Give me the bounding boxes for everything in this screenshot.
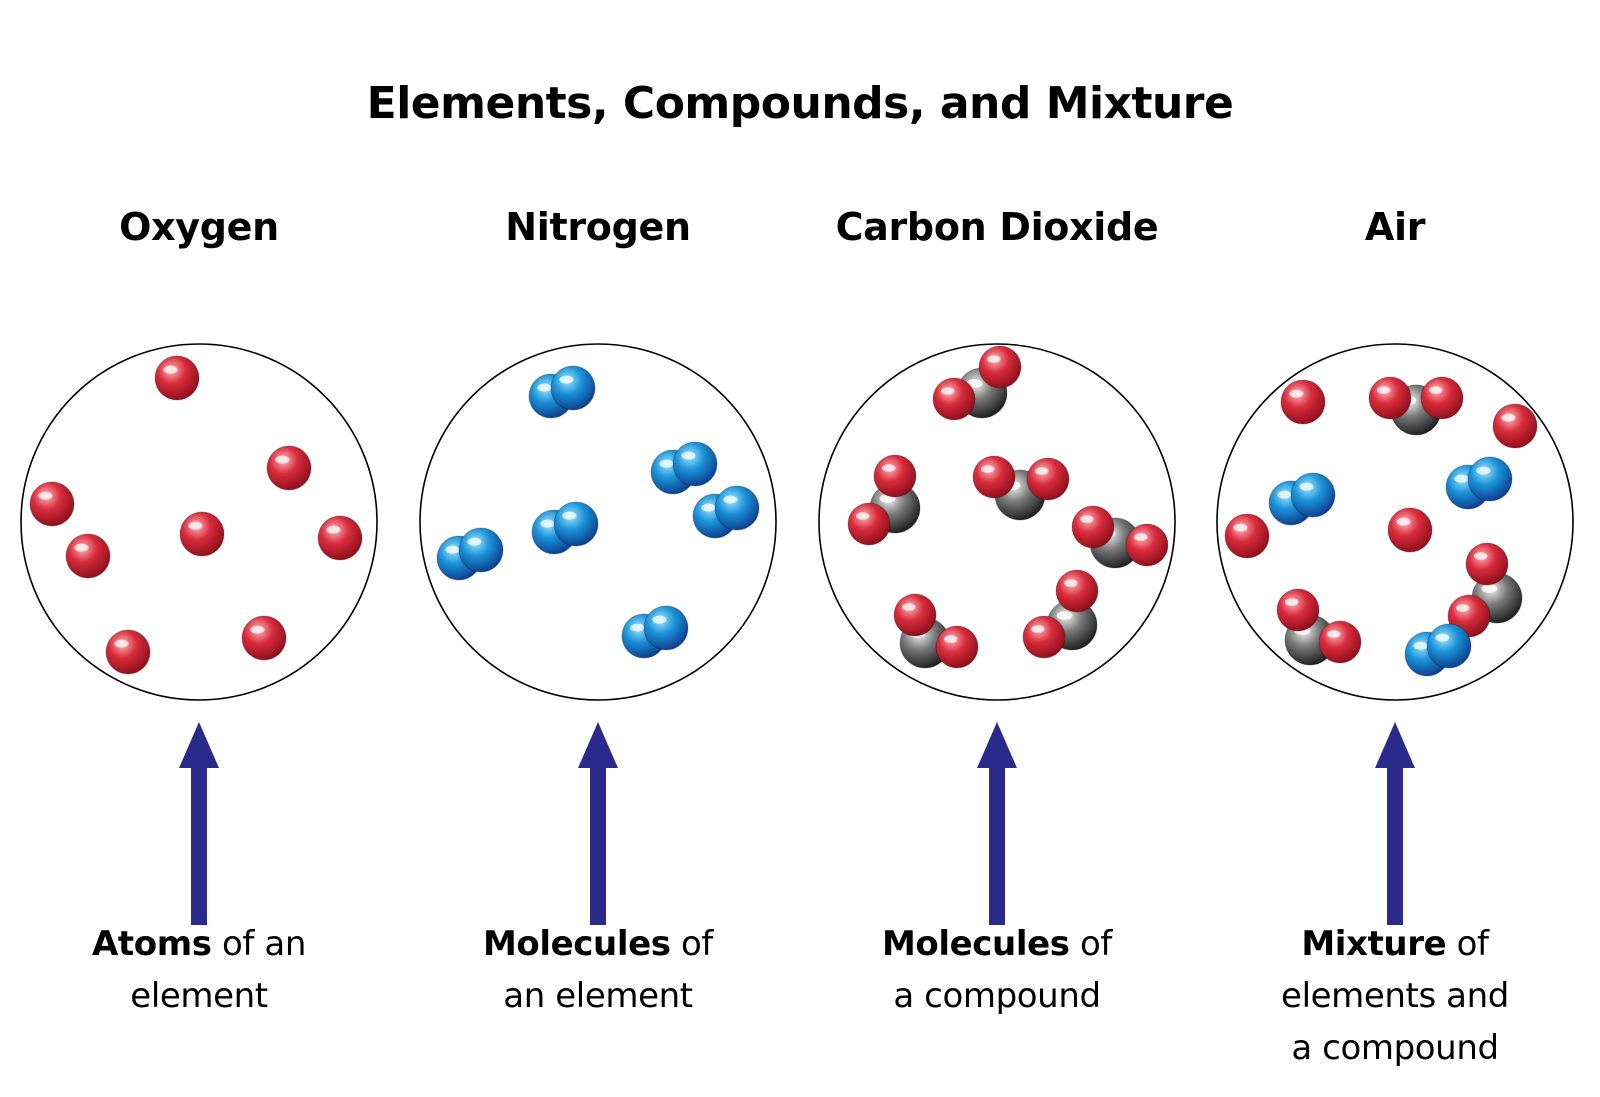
air-oxygen-atom-4: [1387, 507, 1433, 553]
nitrogen-molecule-6-atom-b: [643, 605, 689, 651]
caption-oxygen-rest: of an: [211, 924, 306, 964]
air-nitrogen-molecule-1-atom-b: [1290, 472, 1336, 518]
co2-molecule-1-oxygen-b: [978, 345, 1022, 389]
air-co2-molecule-1-oxygen-a: [1368, 376, 1412, 420]
co2-molecule-6-oxygen-b: [935, 625, 979, 669]
nitrogen-molecule-6: [621, 605, 689, 659]
heading-air: Air: [1364, 205, 1426, 249]
caption-air-rest: of: [1446, 924, 1489, 964]
oxygen-atom-5: [317, 515, 363, 561]
co2-molecule-2-oxygen-b: [847, 502, 891, 546]
caption-nitrogen-rest: of: [670, 924, 713, 964]
air-co2-molecule-3-oxygen-a: [1276, 588, 1320, 632]
caption-nitrogen: Molecules of an element: [418, 918, 778, 1022]
co2-molecule-6-oxygen-a: [893, 593, 937, 637]
heading-oxygen: Oxygen: [119, 205, 279, 249]
caption-nitrogen-line2: an element: [503, 976, 693, 1016]
air-nitrogen-molecule-1: [1268, 472, 1336, 526]
air-co2-molecule-3-oxygen-b: [1318, 620, 1362, 664]
caption-co2-bold: Molecules: [881, 924, 1070, 964]
air-nitrogen-molecule-3-atom-b: [1426, 623, 1472, 669]
co2-molecule-5-oxygen-b: [1022, 615, 1066, 659]
caption-air: Mixture of elements and a compound: [1215, 918, 1575, 1074]
panel-oxygen: [20, 343, 378, 701]
nitrogen-molecule-4-atom-b: [553, 501, 599, 547]
heading-carbon-dioxide: Carbon Dioxide: [835, 205, 1159, 249]
nitrogen-molecule-1-atom-b: [550, 365, 596, 411]
nitrogen-molecule-5-atom-b: [458, 527, 504, 573]
caption-co2-line2: a compound: [893, 976, 1101, 1016]
caption-air-line2: elements and: [1281, 976, 1509, 1016]
co2-molecule-3-oxygen-a: [972, 455, 1016, 499]
panel-nitrogen: [419, 343, 777, 701]
nitrogen-molecule-5: [436, 527, 504, 581]
co2-molecule-1-oxygen-a: [932, 377, 976, 421]
arrow-carbon-dioxide: [977, 722, 1017, 925]
nitrogen-molecule-2: [650, 441, 718, 495]
nitrogen-molecule-4: [531, 501, 599, 555]
air-nitrogen-molecule-3: [1404, 623, 1472, 677]
air-co2-molecule-1: [1368, 376, 1464, 436]
nitrogen-molecule-1: [528, 365, 596, 419]
air-co2-molecule-2-oxygen-a: [1465, 542, 1509, 586]
caption-carbon-dioxide: Molecules of a compound: [817, 918, 1177, 1022]
oxygen-atom-4: [179, 511, 225, 557]
panel-air: [1216, 343, 1574, 701]
arrow-air: [1375, 722, 1415, 925]
oxygen-atom-3: [29, 481, 75, 527]
heading-nitrogen: Nitrogen: [505, 205, 691, 249]
air-co2-molecule-1-oxygen-b: [1420, 376, 1464, 420]
co2-molecule-4: [1071, 505, 1169, 569]
caption-oxygen: Atoms of an element: [19, 918, 379, 1022]
arrow-oxygen: [179, 722, 219, 925]
co2-molecule-4-oxygen-b: [1125, 523, 1169, 567]
nitrogen-molecule-3-atom-b: [714, 485, 760, 531]
nitrogen-molecule-3: [692, 485, 760, 539]
co2-molecule-5: [1022, 569, 1099, 659]
oxygen-atom-6: [65, 533, 111, 579]
page-title: Elements, Compounds, and Mixture: [366, 78, 1234, 129]
caption-air-bold: Mixture: [1301, 924, 1447, 964]
oxygen-atom-7: [241, 615, 287, 661]
caption-oxygen-bold: Atoms: [92, 924, 212, 964]
arrow-nitrogen: [578, 722, 618, 925]
air-co2-molecule-3: [1276, 588, 1362, 666]
air-oxygen-atom-3: [1224, 513, 1270, 559]
co2-molecule-1: [932, 345, 1022, 421]
oxygen-atom-8: [105, 629, 151, 675]
co2-molecule-4-oxygen-a: [1071, 505, 1115, 549]
oxygen-atom-1: [154, 355, 200, 401]
container-circle-nitrogen: [419, 343, 777, 701]
air-oxygen-atom-1: [1280, 379, 1326, 425]
caption-oxygen-line2: element: [130, 976, 268, 1016]
air-nitrogen-molecule-2-atom-b: [1467, 456, 1513, 502]
co2-molecule-2-oxygen-a: [873, 454, 917, 498]
air-nitrogen-molecule-2: [1445, 456, 1513, 510]
co2-molecule-3: [972, 455, 1070, 521]
caption-nitrogen-bold: Molecules: [482, 924, 671, 964]
panel-carbon-dioxide: [818, 343, 1176, 701]
air-oxygen-atom-2: [1492, 403, 1538, 449]
caption-co2-rest: of: [1069, 924, 1112, 964]
co2-molecule-5-oxygen-a: [1055, 569, 1099, 613]
nitrogen-molecule-2-atom-b: [672, 441, 718, 487]
caption-air-line3: a compound: [1291, 1028, 1499, 1068]
co2-molecule-6: [893, 593, 979, 669]
oxygen-atom-2: [266, 445, 312, 491]
co2-molecule-3-oxygen-b: [1026, 457, 1070, 501]
co2-molecule-2: [847, 454, 921, 546]
